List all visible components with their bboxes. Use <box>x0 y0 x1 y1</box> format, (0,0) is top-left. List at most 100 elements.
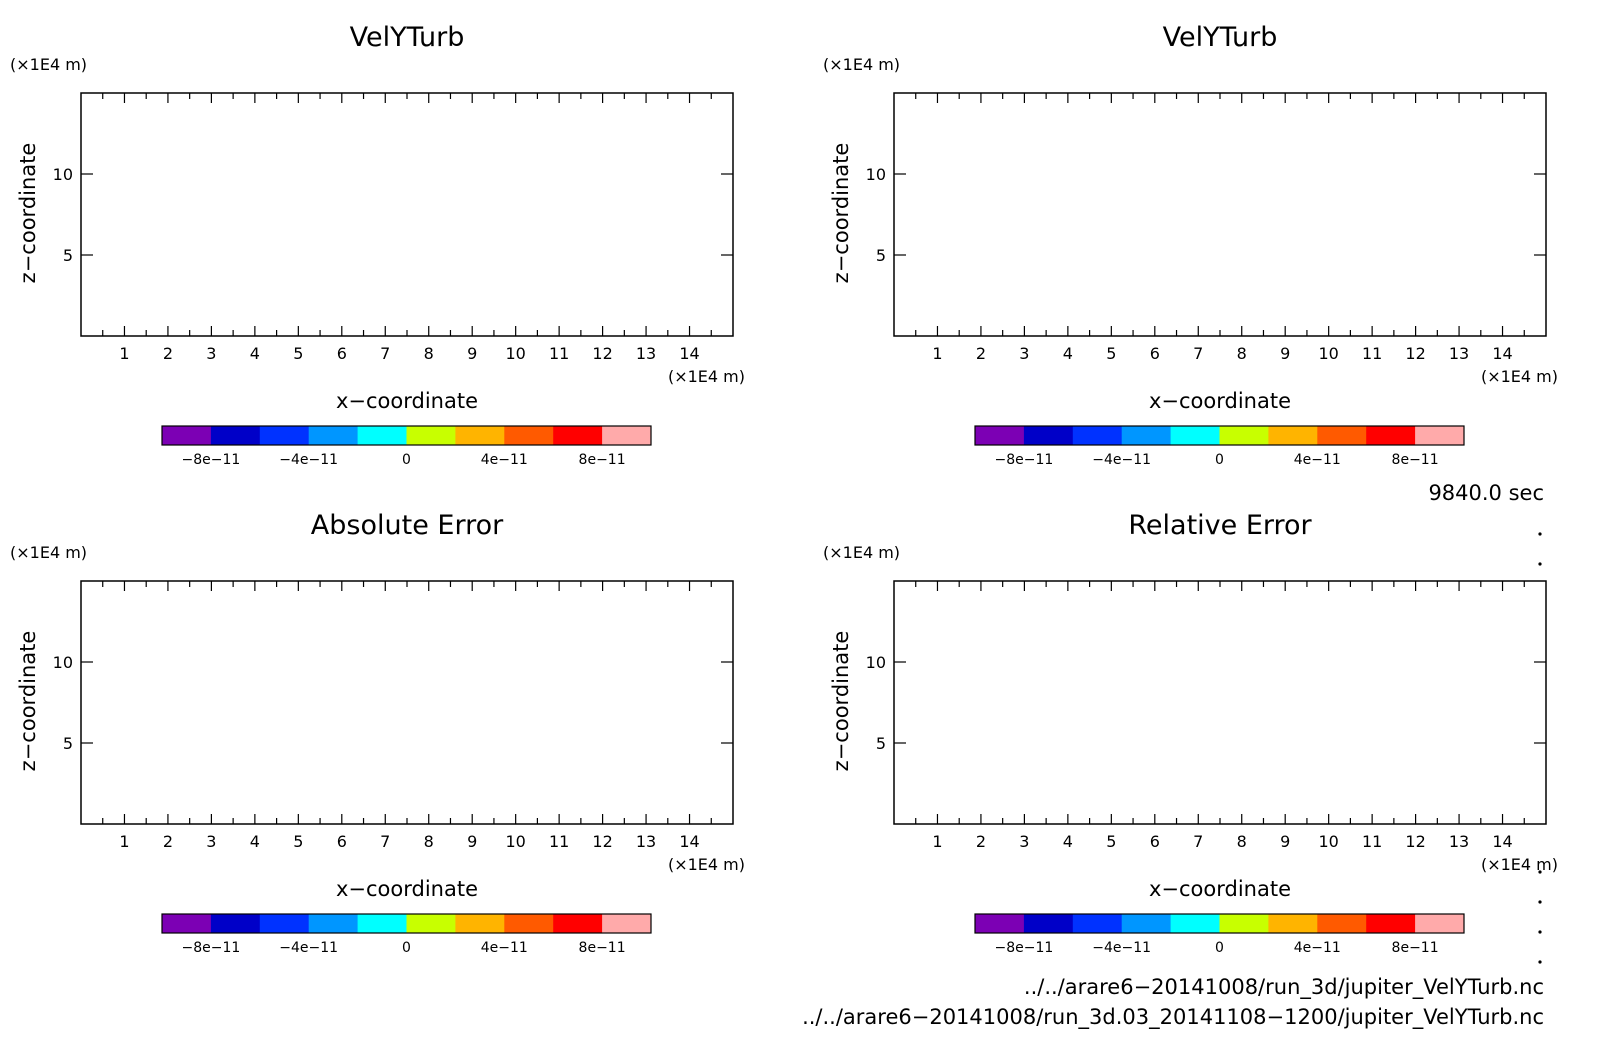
colorbar-segment <box>259 426 310 445</box>
y-tick-label: 5 <box>876 734 886 753</box>
y-tick-label: 10 <box>866 653 886 672</box>
colorbar-segment <box>1268 426 1318 445</box>
plot-area <box>80 92 734 337</box>
colorbar-segment <box>1072 426 1123 445</box>
x-tick-label: 14 <box>679 344 699 363</box>
x-tick-label: 1 <box>119 344 129 363</box>
y-tick-label: 10 <box>866 165 886 184</box>
y-axis-label: z−coordinate <box>829 143 853 284</box>
colorbar-segment <box>1170 426 1220 445</box>
x-tick-label: 9 <box>467 344 477 363</box>
x-tick-label: 4 <box>250 832 260 851</box>
x-tick-label: 11 <box>1362 344 1382 363</box>
x-axis-label: x−coordinate <box>336 877 478 901</box>
footer-dots <box>1538 532 1542 964</box>
colorbar-tick-label: 8e−11 <box>579 452 626 468</box>
x-tick-label: 2 <box>163 832 173 851</box>
x-tick-label: 2 <box>976 832 986 851</box>
x-axis-label: x−coordinate <box>1149 877 1291 901</box>
x-tick-label: 6 <box>1150 832 1160 851</box>
colorbar-segment <box>1072 914 1123 933</box>
colorbar-segment <box>162 914 212 933</box>
colorbar-segment <box>975 426 1025 445</box>
x-tick-label: 11 <box>1362 832 1382 851</box>
colorbar-segment <box>308 914 359 933</box>
x-tick-label: 9 <box>467 832 477 851</box>
x-tick-label: 3 <box>206 832 216 851</box>
plot-area <box>893 92 1547 337</box>
colorbar-tick-label: 0 <box>402 452 411 468</box>
y-tick-label: 5 <box>63 734 73 753</box>
colorbar-segment <box>1219 426 1269 445</box>
colorbar-tick-label: 8e−11 <box>1392 940 1439 956</box>
colorbar-segment <box>553 426 603 445</box>
x-tick-label: 8 <box>424 832 434 851</box>
x-tick-label: 9 <box>1280 832 1290 851</box>
plot-area <box>893 580 1547 825</box>
x-tick-label: 3 <box>1019 832 1029 851</box>
colorbar-segment <box>455 914 505 933</box>
panel-3: Absolute Error(×1E4 m)1 2 3 4 5 6 7 8 9 10 11 12 13 1… <box>10 510 745 956</box>
x-tick-label: 5 <box>1106 344 1116 363</box>
x-tick-label: 7 <box>1193 344 1203 363</box>
x-tick-label: 3 <box>1019 344 1029 363</box>
colorbar-tick-label: −8e−11 <box>995 940 1054 956</box>
x-tick-label: 4 <box>250 344 260 363</box>
x-axis-unit: (×1E4 m) <box>1481 367 1558 386</box>
colorbar-segment <box>1170 914 1220 933</box>
colorbar-segment <box>162 426 212 445</box>
x-tick-label: 5 <box>1106 832 1116 851</box>
colorbar-segment <box>602 426 652 445</box>
colorbar-segment <box>357 914 407 933</box>
x-tick-label: 13 <box>636 344 656 363</box>
x-tick-label: 1 <box>119 832 129 851</box>
y-axis-label: z−coordinate <box>16 631 40 772</box>
colorbar-segment <box>1366 426 1416 445</box>
x-tick-label: 8 <box>1237 344 1247 363</box>
x-tick-label: 11 <box>549 344 569 363</box>
x-tick-label: 6 <box>337 344 347 363</box>
y-tick-label: 5 <box>876 246 886 265</box>
colorbar-segment <box>1268 914 1318 933</box>
x-tick-label: 14 <box>1492 832 1512 851</box>
y-tick-label: 10 <box>53 165 73 184</box>
x-tick-label: 7 <box>1193 832 1203 851</box>
x-tick-label: 2 <box>976 344 986 363</box>
x-axis-unit: (×1E4 m) <box>668 855 745 874</box>
colorbar-segment <box>455 426 505 445</box>
x-axis-label: x−coordinate <box>1149 389 1291 413</box>
y-tick-label: 5 <box>63 246 73 265</box>
x-tick-label: 6 <box>1150 344 1160 363</box>
x-tick-label: 13 <box>636 832 656 851</box>
x-axis-unit: (×1E4 m) <box>1481 855 1558 874</box>
x-tick-label: 11 <box>549 832 569 851</box>
colorbar-segment <box>210 426 261 445</box>
colorbar-tick-label: −4e−11 <box>279 940 338 956</box>
y-axis-unit: (×1E4 m) <box>10 543 87 562</box>
colorbar-frame <box>161 913 652 934</box>
x-tick-label: 9 <box>1280 344 1290 363</box>
colorbar-segment <box>602 914 652 933</box>
x-tick-label: 14 <box>679 832 699 851</box>
colorbar-tick-label: 8e−11 <box>579 940 626 956</box>
colorbar-tick-label: −4e−11 <box>1092 452 1151 468</box>
file-path-2: ../../arare6−20141008/run_3d.03_20141108… <box>802 1005 1544 1030</box>
x-tick-label: 13 <box>1449 344 1469 363</box>
panel-4: Relative Error(×1E4 m)1 2 3 4 5 6 7 8 9 10 11 12 13 1… <box>823 510 1558 956</box>
colorbar-segment <box>210 914 261 933</box>
y-axis-unit: (×1E4 m) <box>823 55 900 74</box>
colorbar-tick-label: 4e−11 <box>1294 940 1341 956</box>
x-tick-label: 1 <box>932 344 942 363</box>
colorbar-segment <box>357 426 407 445</box>
colorbar-tick-label: 0 <box>1215 452 1224 468</box>
colorbar-segment <box>1415 426 1465 445</box>
x-tick-label: 4 <box>1063 344 1073 363</box>
colorbar-tick-label: 0 <box>402 940 411 956</box>
file-path-1: ../../arare6−20141008/run_3d/jupiter_Vel… <box>1024 975 1544 1000</box>
colorbar-segment <box>1023 914 1074 933</box>
x-tick-label: 13 <box>1449 832 1469 851</box>
x-tick-label: 12 <box>592 344 612 363</box>
x-tick-label: 10 <box>1318 344 1338 363</box>
colorbar-segment <box>406 914 456 933</box>
